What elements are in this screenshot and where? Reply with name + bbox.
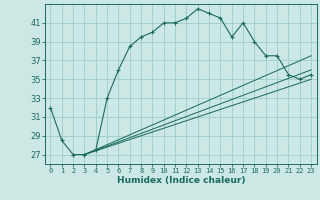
X-axis label: Humidex (Indice chaleur): Humidex (Indice chaleur) bbox=[116, 176, 245, 185]
